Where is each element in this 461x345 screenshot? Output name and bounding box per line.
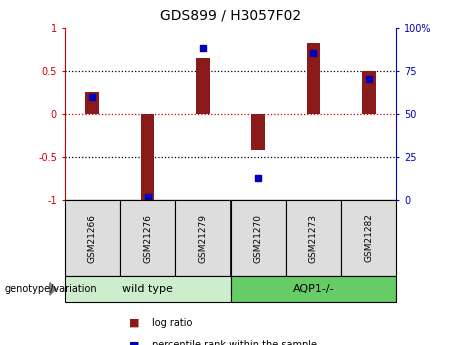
Text: GSM21282: GSM21282 [364, 214, 373, 263]
Text: log ratio: log ratio [152, 318, 193, 328]
Bar [120, 200, 175, 276]
Point [254, 175, 262, 180]
Text: percentile rank within the sample: percentile rank within the sample [152, 340, 317, 345]
Bar [362, 71, 376, 114]
Point [89, 94, 96, 99]
Text: ■: ■ [129, 318, 140, 328]
Point [144, 194, 151, 199]
Text: genotype/variation: genotype/variation [5, 284, 97, 294]
Bar [251, 114, 265, 150]
Text: AQP1-/-: AQP1-/- [293, 284, 334, 294]
Text: GSM21279: GSM21279 [198, 214, 207, 263]
Text: GSM21273: GSM21273 [309, 214, 318, 263]
Bar [307, 43, 320, 114]
Point [199, 46, 207, 51]
Text: GSM21276: GSM21276 [143, 214, 152, 263]
Bar [230, 276, 396, 302]
Bar [175, 200, 230, 276]
Bar [230, 200, 286, 276]
Bar [65, 200, 120, 276]
Bar [341, 200, 396, 276]
Bar [65, 276, 230, 302]
Bar [196, 58, 210, 114]
Text: wild type: wild type [122, 284, 173, 294]
Bar [85, 92, 99, 114]
Bar [286, 200, 341, 276]
Point [365, 77, 372, 82]
Bar [141, 114, 154, 200]
Text: GSM21270: GSM21270 [254, 214, 263, 263]
Text: ■: ■ [129, 340, 140, 345]
Text: GDS899 / H3057F02: GDS899 / H3057F02 [160, 9, 301, 23]
Polygon shape [50, 283, 56, 295]
Point [310, 51, 317, 56]
Text: GSM21266: GSM21266 [88, 214, 97, 263]
